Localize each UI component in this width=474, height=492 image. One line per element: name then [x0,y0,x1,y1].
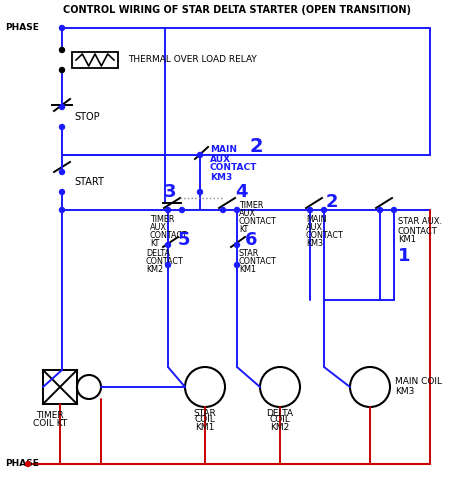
Text: COIL: COIL [194,416,216,425]
Text: KM1: KM1 [195,423,215,431]
Circle shape [392,208,396,213]
Circle shape [198,153,202,157]
Circle shape [235,208,239,213]
Text: 4: 4 [235,183,247,201]
Text: START: START [74,177,104,187]
Text: KM3: KM3 [306,240,323,248]
Text: KM2: KM2 [270,423,290,431]
Text: PHASE: PHASE [5,460,39,468]
Text: KM3: KM3 [395,387,414,396]
Text: CONTACT: CONTACT [146,256,184,266]
Text: TIMER: TIMER [239,201,264,210]
Text: CONTACT: CONTACT [239,216,277,225]
Text: 3: 3 [164,183,176,201]
Text: TIMER: TIMER [36,410,64,420]
Circle shape [165,263,171,268]
Text: CONTACT: CONTACT [306,232,344,241]
Circle shape [308,208,312,213]
Text: DELTA: DELTA [266,408,293,418]
Text: DELTA: DELTA [146,248,170,257]
Text: STAR: STAR [193,408,216,418]
Text: 1: 1 [398,247,410,265]
Text: STOP: STOP [74,112,100,122]
Text: KT: KT [239,224,248,234]
Text: THERMAL OVER LOAD RELAY: THERMAL OVER LOAD RELAY [128,56,257,64]
Text: CONTACT: CONTACT [398,226,438,236]
Circle shape [60,26,64,31]
Circle shape [60,170,64,175]
Text: PHASE: PHASE [5,24,39,32]
Text: STAR: STAR [239,248,259,257]
Text: CONTACT: CONTACT [210,163,257,173]
Circle shape [321,208,327,213]
Circle shape [26,461,30,466]
Text: MAIN: MAIN [210,146,237,154]
Circle shape [165,243,171,247]
Text: CONTROL WIRING OF STAR DELTA STARTER (OPEN TRANSITION): CONTROL WIRING OF STAR DELTA STARTER (OP… [63,5,411,15]
Circle shape [180,208,184,213]
Text: TIMER: TIMER [150,215,174,224]
Text: 2: 2 [250,137,264,156]
Text: KM1: KM1 [398,236,416,245]
Text: CONTACT: CONTACT [239,256,277,266]
Text: AUX: AUX [150,223,167,233]
Text: COIL: COIL [270,416,291,425]
Text: MAIN: MAIN [306,215,327,224]
Text: COIL KT: COIL KT [33,419,67,428]
Text: KM3: KM3 [210,173,232,182]
Text: AUX: AUX [210,154,231,163]
Text: CONTACT: CONTACT [150,232,188,241]
Circle shape [220,208,226,213]
Text: KM2: KM2 [146,265,163,274]
Circle shape [60,67,64,72]
Circle shape [60,189,64,194]
Circle shape [60,104,64,110]
Circle shape [198,189,202,194]
Circle shape [235,263,239,268]
Text: 2: 2 [326,193,338,211]
Text: AUX: AUX [306,223,323,233]
Text: MAIN COIL: MAIN COIL [395,377,442,387]
Text: STAR AUX.: STAR AUX. [398,217,442,226]
Circle shape [60,124,64,129]
Circle shape [165,208,171,213]
Text: KM1: KM1 [239,265,256,274]
Circle shape [60,208,64,213]
Circle shape [377,208,383,213]
Text: 6: 6 [245,231,257,249]
Text: KT: KT [150,240,159,248]
Bar [72,52,118,68]
Text: AUX: AUX [239,209,256,217]
Circle shape [60,48,64,53]
Bar [43,370,77,404]
Text: 5: 5 [178,231,191,249]
Circle shape [235,243,239,247]
